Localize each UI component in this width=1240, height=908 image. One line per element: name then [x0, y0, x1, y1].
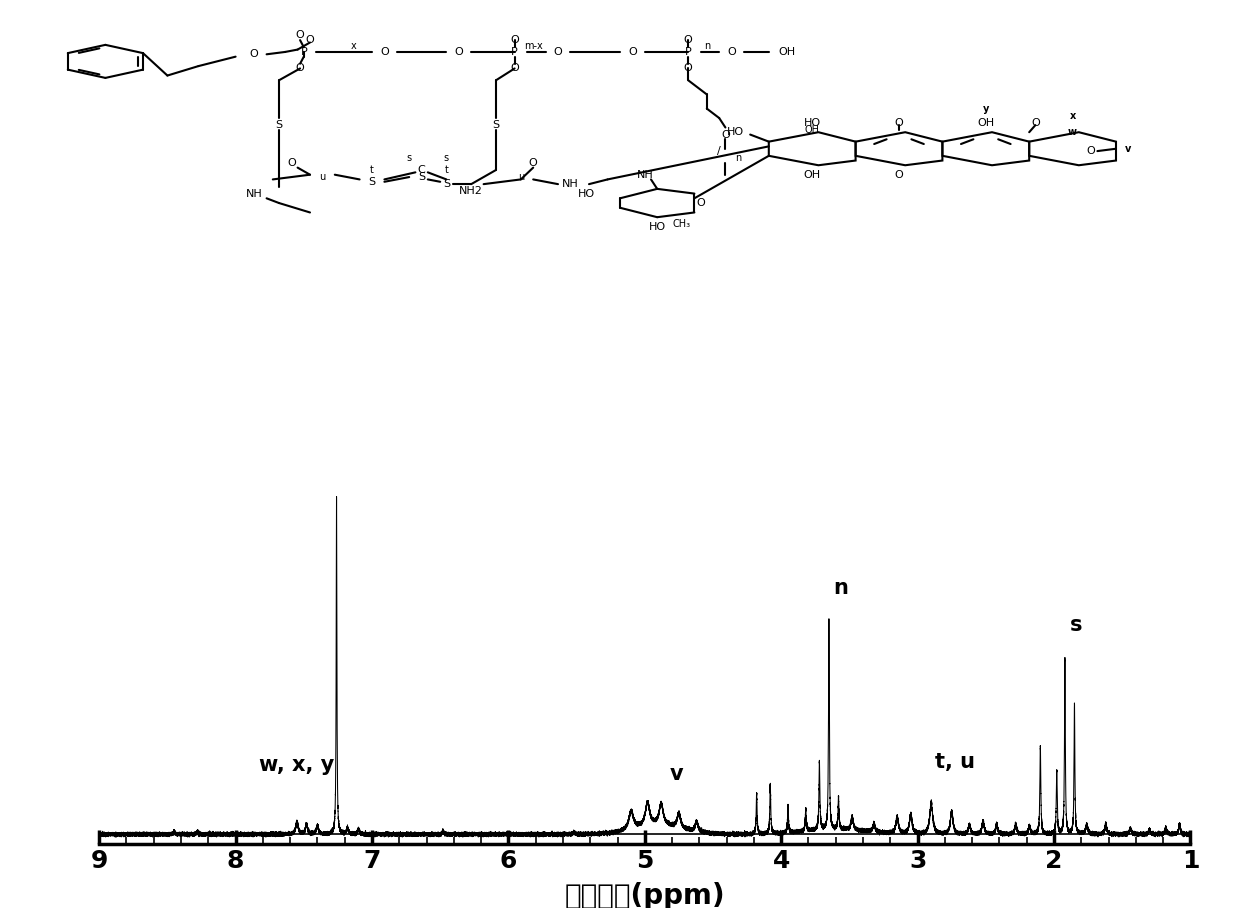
Text: O: O — [295, 30, 305, 41]
Text: O: O — [720, 130, 730, 140]
Text: O: O — [1030, 118, 1040, 128]
Text: O: O — [553, 47, 563, 57]
Text: P: P — [684, 47, 692, 57]
Text: CH₃: CH₃ — [673, 219, 691, 230]
Text: S: S — [368, 177, 376, 187]
Text: v: v — [1125, 143, 1132, 153]
Text: O: O — [627, 47, 637, 57]
Text: t, u: t, u — [935, 752, 976, 772]
Text: HO: HO — [578, 189, 595, 199]
Text: O: O — [683, 35, 693, 45]
Text: O: O — [454, 47, 464, 57]
Text: O: O — [528, 158, 538, 168]
Text: C: C — [418, 165, 425, 175]
Text: u: u — [319, 172, 326, 183]
Text: NH: NH — [562, 179, 579, 189]
Text: S: S — [492, 120, 500, 130]
Text: P: P — [511, 47, 518, 57]
Text: O: O — [305, 35, 315, 45]
Text: O: O — [894, 118, 904, 128]
Text: v: v — [670, 764, 683, 784]
Text: t: t — [444, 165, 449, 175]
Text: NH2: NH2 — [459, 186, 484, 196]
Text: O: O — [683, 64, 693, 74]
Text: O: O — [510, 64, 520, 74]
Text: OH: OH — [804, 170, 821, 180]
X-axis label: 化学位移(ppm): 化学位移(ppm) — [564, 882, 725, 908]
Text: O: O — [894, 170, 904, 180]
Text: n: n — [703, 41, 711, 51]
Text: HO: HO — [649, 222, 666, 232]
Text: O: O — [727, 47, 737, 57]
Text: /: / — [717, 146, 722, 156]
Text: O: O — [696, 198, 706, 208]
Text: s: s — [407, 153, 412, 163]
Text: x: x — [351, 41, 356, 51]
Text: HO: HO — [804, 118, 821, 128]
Text: t: t — [370, 165, 374, 175]
Text: O: O — [295, 64, 305, 74]
Text: u: u — [517, 172, 525, 183]
Text: NH: NH — [246, 189, 263, 199]
Text: m-x: m-x — [523, 41, 543, 51]
Text: x: x — [1069, 111, 1076, 121]
Text: O: O — [1086, 146, 1096, 156]
Text: O: O — [249, 49, 259, 59]
Text: O: O — [286, 158, 296, 168]
Text: S: S — [418, 172, 425, 183]
Text: O: O — [379, 47, 389, 57]
Text: OH: OH — [805, 124, 820, 135]
Text: S: S — [275, 120, 283, 130]
Text: S: S — [443, 179, 450, 189]
Text: OH: OH — [779, 47, 796, 57]
Text: y: y — [982, 104, 990, 114]
Text: n: n — [734, 153, 742, 163]
Text: s: s — [444, 153, 449, 163]
Text: P: P — [300, 47, 308, 57]
Text: HO: HO — [727, 127, 744, 137]
Text: NH: NH — [636, 170, 653, 180]
Text: n: n — [833, 578, 848, 598]
Text: OH: OH — [977, 118, 994, 128]
Text: s: s — [1070, 616, 1083, 636]
Text: w, x, y: w, x, y — [259, 755, 334, 775]
Text: w: w — [1068, 127, 1078, 137]
Text: O: O — [510, 35, 520, 45]
